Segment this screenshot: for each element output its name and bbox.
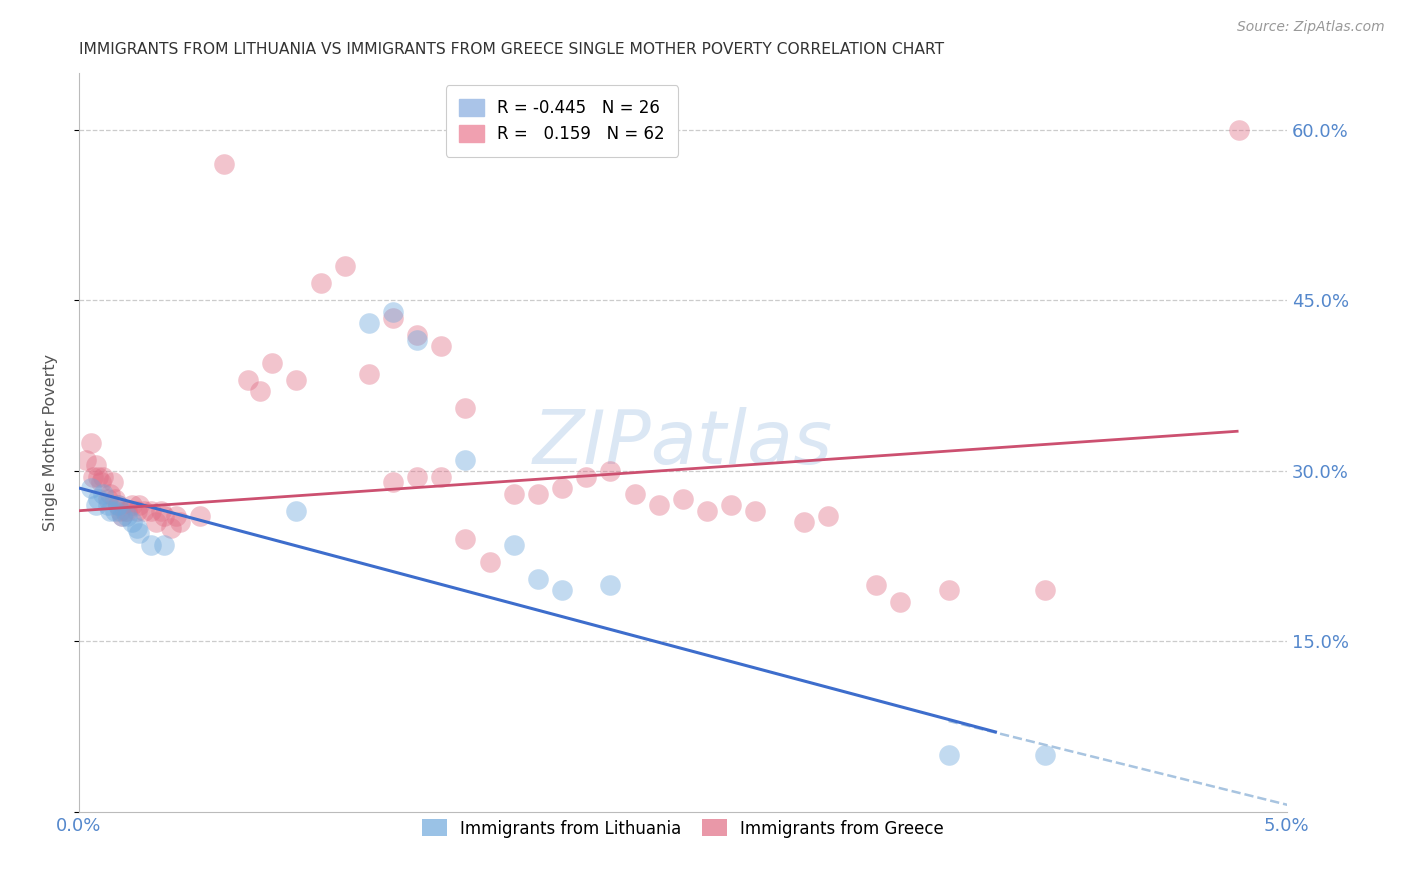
Point bbox=[104, 492, 127, 507]
Point bbox=[1227, 123, 1250, 137]
Point bbox=[145, 515, 167, 529]
Point bbox=[696, 504, 718, 518]
Point bbox=[121, 515, 143, 529]
Point bbox=[111, 509, 134, 524]
Point bbox=[87, 492, 110, 507]
Point bbox=[1033, 583, 1056, 598]
Point bbox=[75, 452, 97, 467]
Point bbox=[744, 504, 766, 518]
Point bbox=[128, 526, 150, 541]
Point bbox=[938, 747, 960, 762]
Point bbox=[454, 452, 477, 467]
Point bbox=[169, 515, 191, 529]
Point bbox=[502, 538, 524, 552]
Point bbox=[159, 521, 181, 535]
Text: IMMIGRANTS FROM LITHUANIA VS IMMIGRANTS FROM GREECE SINGLE MOTHER POVERTY CORREL: IMMIGRANTS FROM LITHUANIA VS IMMIGRANTS … bbox=[79, 42, 943, 57]
Point bbox=[117, 509, 139, 524]
Point bbox=[478, 555, 501, 569]
Point bbox=[1033, 747, 1056, 762]
Point bbox=[865, 577, 887, 591]
Point bbox=[599, 577, 621, 591]
Point bbox=[212, 157, 235, 171]
Point bbox=[454, 401, 477, 416]
Y-axis label: Single Mother Poverty: Single Mother Poverty bbox=[44, 354, 58, 531]
Point bbox=[648, 498, 671, 512]
Point bbox=[262, 356, 284, 370]
Point bbox=[817, 509, 839, 524]
Point bbox=[236, 373, 259, 387]
Point bbox=[97, 498, 120, 512]
Point bbox=[285, 504, 308, 518]
Point bbox=[551, 481, 574, 495]
Point bbox=[108, 504, 131, 518]
Point bbox=[80, 481, 103, 495]
Point bbox=[125, 504, 148, 518]
Point bbox=[382, 305, 405, 319]
Point bbox=[107, 498, 129, 512]
Point bbox=[98, 486, 121, 500]
Point bbox=[188, 509, 211, 524]
Point bbox=[84, 458, 107, 473]
Point bbox=[91, 469, 114, 483]
Point bbox=[152, 538, 174, 552]
Point bbox=[309, 277, 332, 291]
Text: Source: ZipAtlas.com: Source: ZipAtlas.com bbox=[1237, 20, 1385, 34]
Point bbox=[107, 498, 129, 512]
Point bbox=[114, 504, 136, 518]
Point bbox=[97, 492, 120, 507]
Point bbox=[672, 492, 695, 507]
Point bbox=[121, 498, 143, 512]
Point bbox=[938, 583, 960, 598]
Point bbox=[527, 572, 550, 586]
Point bbox=[285, 373, 308, 387]
Point bbox=[357, 368, 380, 382]
Point bbox=[91, 486, 114, 500]
Point bbox=[720, 498, 742, 512]
Point bbox=[575, 469, 598, 483]
Point bbox=[150, 504, 173, 518]
Legend: Immigrants from Lithuania, Immigrants from Greece: Immigrants from Lithuania, Immigrants fr… bbox=[415, 813, 950, 844]
Point bbox=[117, 504, 139, 518]
Point bbox=[551, 583, 574, 598]
Point bbox=[152, 509, 174, 524]
Point bbox=[382, 475, 405, 490]
Point bbox=[101, 475, 124, 490]
Point bbox=[104, 504, 127, 518]
Point bbox=[430, 469, 453, 483]
Point bbox=[141, 504, 163, 518]
Point bbox=[82, 469, 104, 483]
Point bbox=[84, 498, 107, 512]
Point bbox=[889, 594, 911, 608]
Point bbox=[90, 475, 112, 490]
Point bbox=[333, 260, 356, 274]
Point bbox=[141, 538, 163, 552]
Point bbox=[128, 498, 150, 512]
Point bbox=[406, 333, 429, 347]
Point bbox=[98, 504, 121, 518]
Point bbox=[249, 384, 271, 399]
Point bbox=[125, 521, 148, 535]
Point bbox=[382, 310, 405, 325]
Point bbox=[357, 316, 380, 330]
Point bbox=[502, 486, 524, 500]
Point bbox=[454, 532, 477, 546]
Point bbox=[87, 469, 110, 483]
Point bbox=[80, 435, 103, 450]
Point bbox=[793, 515, 815, 529]
Point bbox=[623, 486, 645, 500]
Point bbox=[134, 504, 156, 518]
Point bbox=[406, 327, 429, 342]
Point bbox=[527, 486, 550, 500]
Text: ZIPatlas: ZIPatlas bbox=[533, 407, 832, 478]
Point bbox=[406, 469, 429, 483]
Point bbox=[165, 509, 187, 524]
Point bbox=[430, 339, 453, 353]
Point bbox=[599, 464, 621, 478]
Point bbox=[111, 509, 134, 524]
